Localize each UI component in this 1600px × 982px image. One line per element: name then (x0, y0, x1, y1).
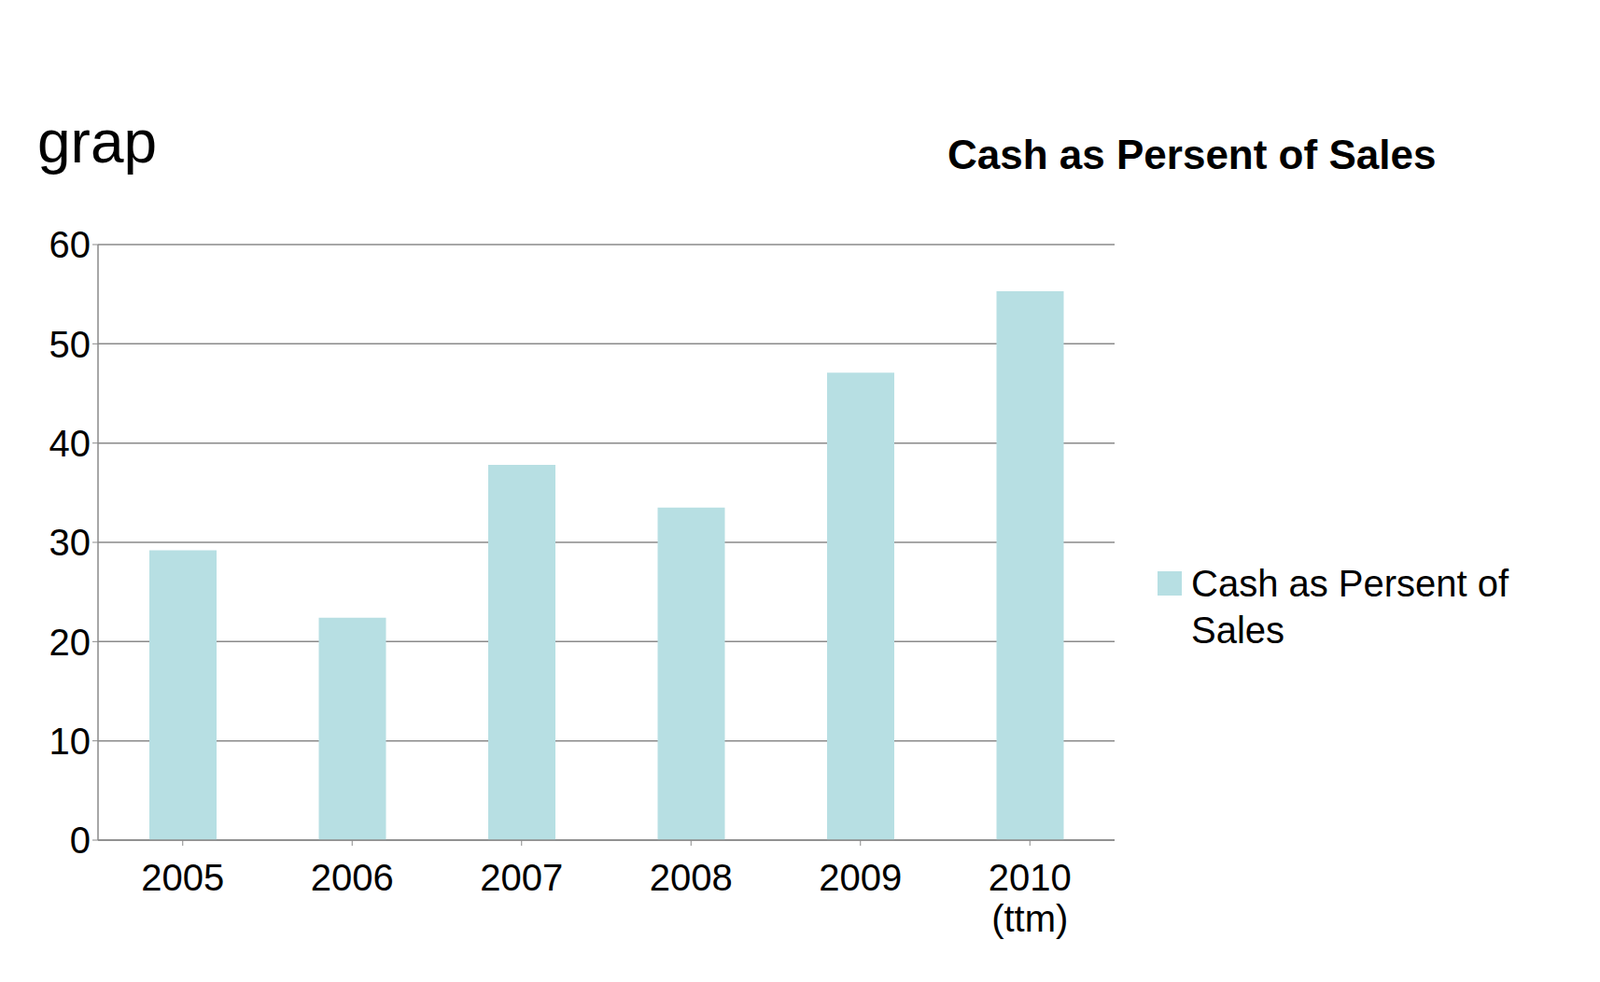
svg-text:60: 60 (49, 224, 92, 266)
html-text:grap: grap (37, 108, 157, 176)
svg-text:50: 50 (49, 323, 92, 365)
svg-text:20: 20 (49, 621, 92, 663)
svg-text:10: 10 (49, 720, 92, 762)
svg-text:2008: 2008 (649, 856, 733, 899)
svg-text:40: 40 (49, 422, 92, 464)
svg-text:2007: 2007 (479, 856, 563, 899)
svg-text:2006: 2006 (310, 856, 394, 899)
svg-text:2010(ttm): 2010(ttm) (988, 856, 1072, 940)
svg-text:0: 0 (70, 819, 91, 861)
html-text:Cash as Persent of Sales: Cash as Persent of Sales (947, 131, 1437, 178)
svg-text:2009: 2009 (818, 856, 902, 899)
svg-text:2005: 2005 (140, 856, 225, 899)
svg-text:30: 30 (49, 521, 92, 563)
html-text:Cash as Persent of Sales: Cash as Persent of Sales (1191, 562, 1509, 651)
